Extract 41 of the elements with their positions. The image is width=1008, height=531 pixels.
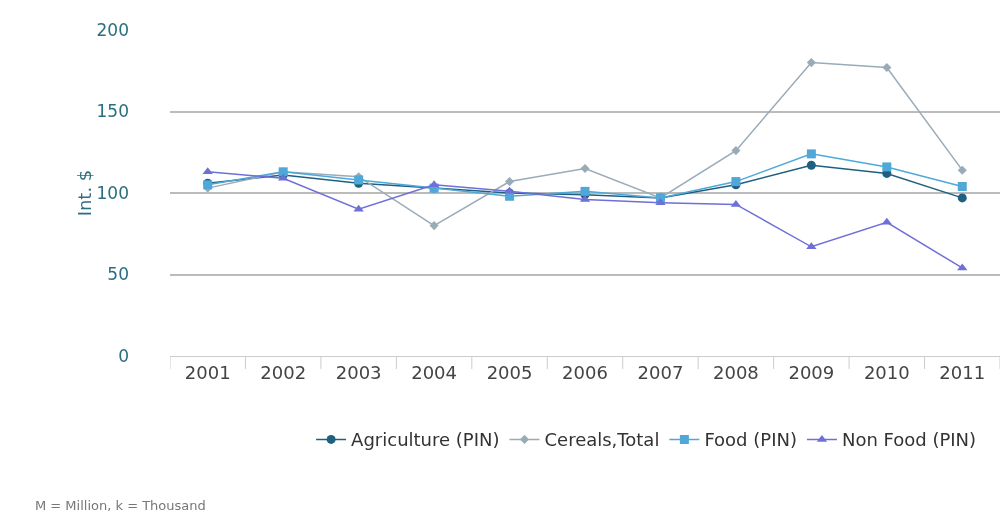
point <box>353 204 364 212</box>
x-tick-label: 2002 <box>260 361 307 383</box>
x-tick-label: 2006 <box>562 361 608 383</box>
y-tick-label: 150 <box>96 101 129 122</box>
legend-label: Cereals,Total <box>544 429 660 451</box>
point <box>957 181 967 191</box>
y-axis-title: Int. $ <box>73 169 95 217</box>
y-tick-label: 50 <box>107 264 129 285</box>
text: M = Million, k = Thousand <box>35 498 206 513</box>
y-tick-label: 100 <box>96 182 129 203</box>
point <box>429 221 439 231</box>
x-tick-label: 2001 <box>184 361 231 383</box>
x-tick-label: 2008 <box>713 361 759 383</box>
point <box>731 146 741 156</box>
legend-label: Food (PIN) <box>704 429 797 451</box>
point <box>882 62 892 73</box>
point <box>504 186 515 194</box>
point <box>580 164 590 174</box>
point <box>957 193 967 203</box>
point <box>505 177 515 187</box>
x-tick-label: 2009 <box>788 361 835 383</box>
point <box>580 186 590 196</box>
point <box>202 167 213 175</box>
x-tick-label: 2004 <box>411 361 457 383</box>
point <box>806 160 816 170</box>
x-tick-label: 2007 <box>637 361 684 383</box>
y-tick-label: 200 <box>96 19 129 40</box>
point <box>806 58 816 68</box>
point <box>806 149 816 159</box>
legend-label: Non Food (PIN) <box>841 429 977 451</box>
legend-label: Agriculture (PIN) <box>351 429 500 451</box>
point <box>957 263 968 271</box>
point <box>655 198 666 206</box>
point <box>957 165 967 175</box>
x-tick-label: 2003 <box>335 361 382 383</box>
point <box>806 242 817 250</box>
x-tick-label: 2005 <box>486 361 533 383</box>
x-tick-label: 2011 <box>939 361 986 383</box>
x-tick-label: 2010 <box>863 361 910 383</box>
y-tick-label: 0 <box>118 345 129 366</box>
point <box>882 162 892 172</box>
